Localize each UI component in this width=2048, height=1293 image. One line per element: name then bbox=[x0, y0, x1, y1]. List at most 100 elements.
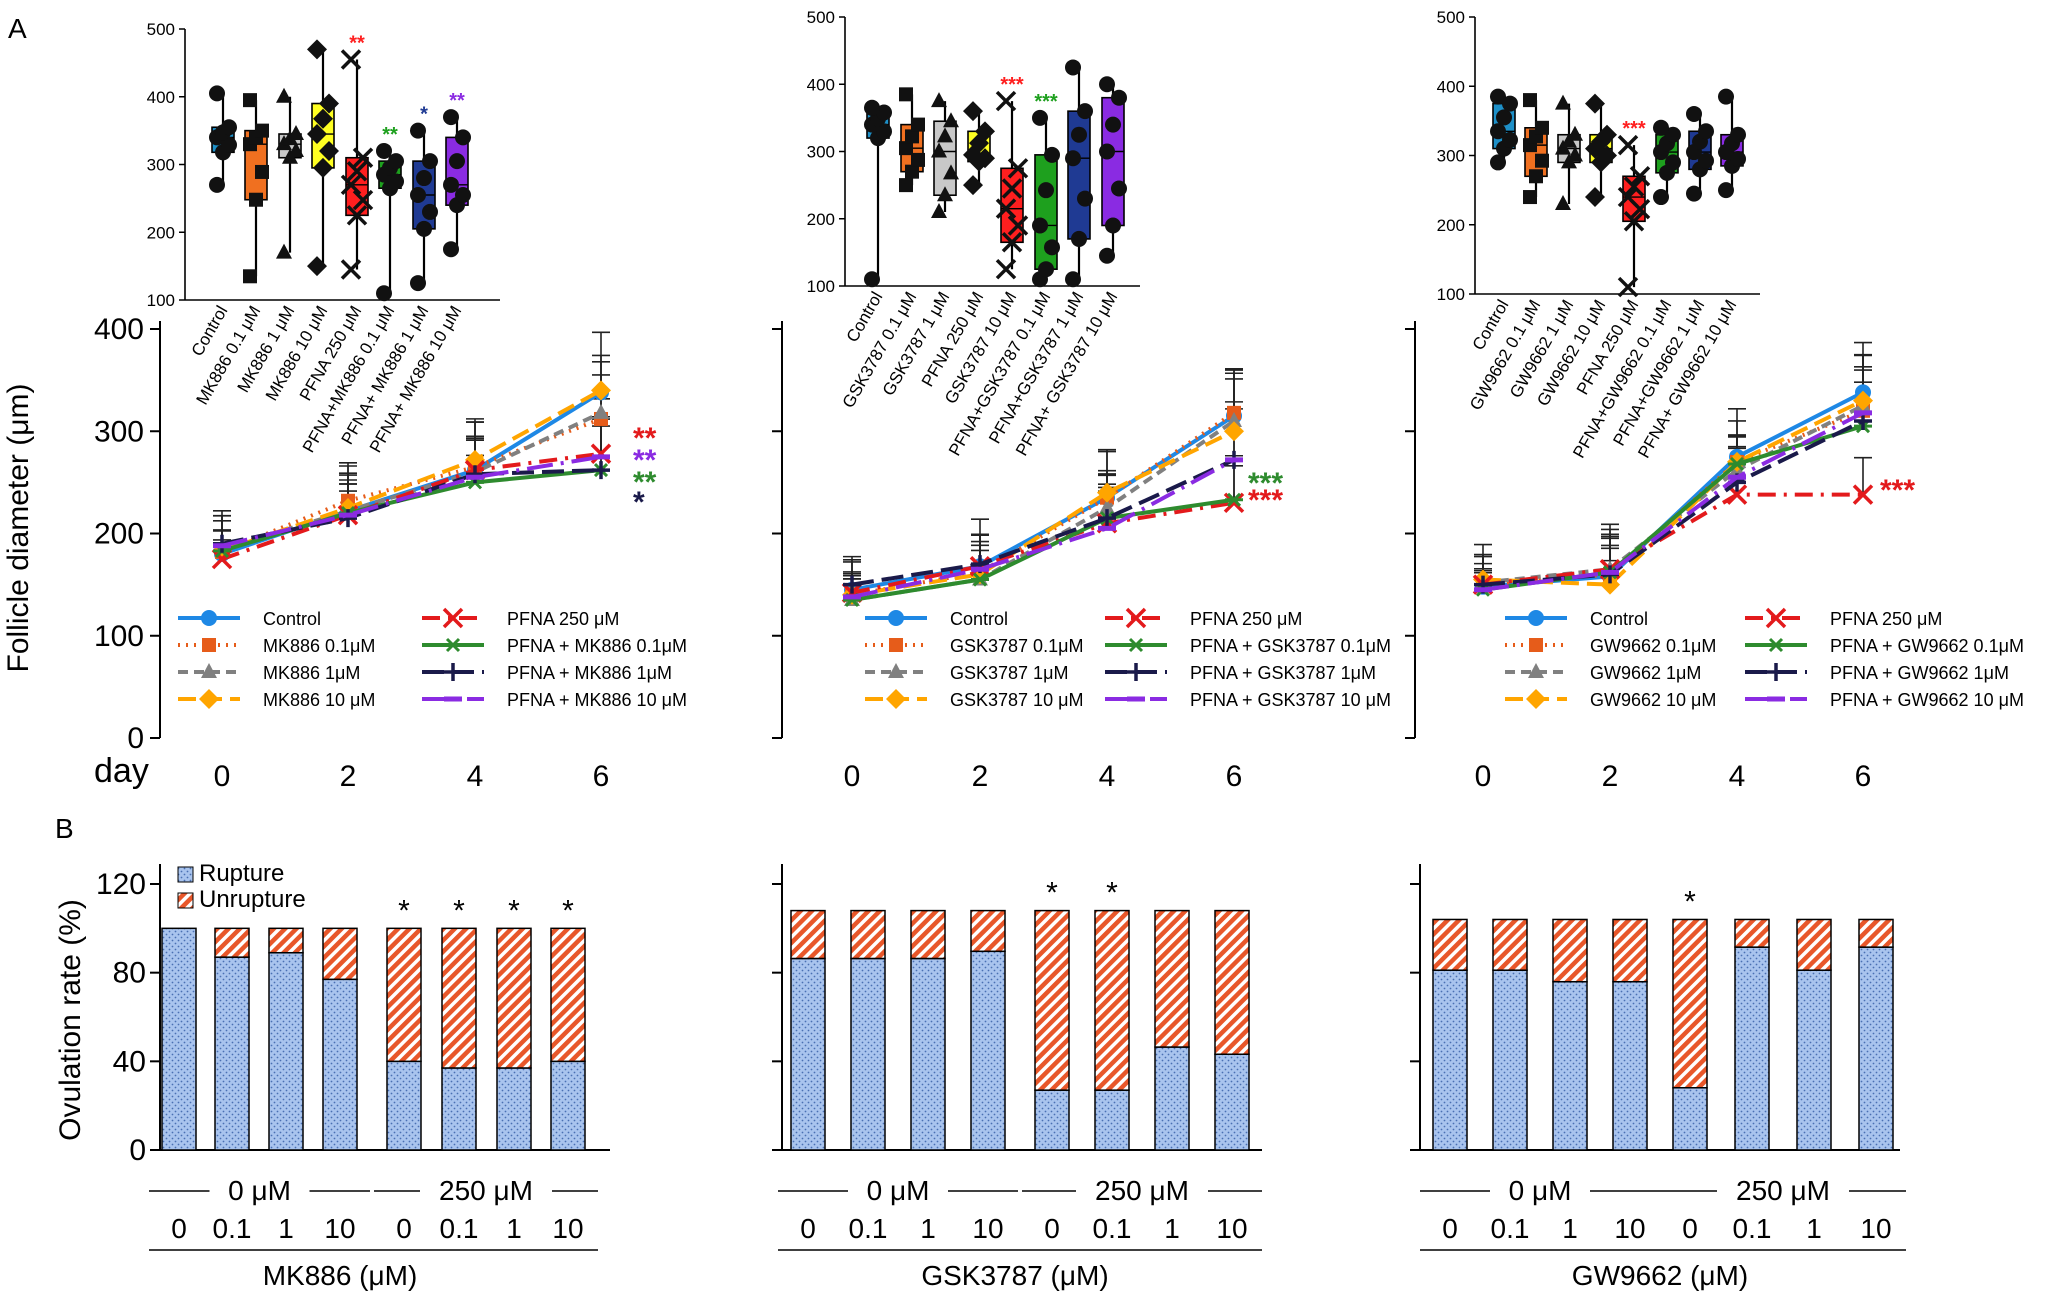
legend-label: GSK3787 10 μM bbox=[950, 690, 1083, 710]
series-line bbox=[851, 414, 1236, 592]
legend-label: PFNA 250 μM bbox=[1830, 609, 1942, 629]
bar-dose-label: 1 bbox=[506, 1213, 522, 1244]
significance-mark: ** bbox=[633, 466, 657, 499]
bar-dose-label: 10 bbox=[324, 1213, 355, 1244]
bar-dose-label: 0.1 bbox=[213, 1213, 252, 1244]
box-point bbox=[209, 85, 225, 102]
bar-rupture bbox=[910, 957, 946, 1151]
box-point bbox=[1535, 153, 1549, 168]
box-point bbox=[1077, 103, 1093, 120]
bar-dose-label: 10 bbox=[1614, 1213, 1645, 1244]
box-point bbox=[1665, 126, 1681, 143]
bar-rupture bbox=[161, 927, 197, 1151]
bar-rupture bbox=[214, 956, 250, 1151]
box-y-tick-label: 300 bbox=[807, 143, 835, 162]
series-point bbox=[1853, 390, 1873, 411]
box-y-tick-label: 500 bbox=[147, 20, 175, 39]
box-point bbox=[388, 153, 404, 170]
box-point bbox=[449, 153, 465, 170]
bar-rupture bbox=[790, 957, 826, 1151]
box-point bbox=[1071, 126, 1087, 143]
bar-unrupture bbox=[214, 927, 250, 958]
panel-label-a: A bbox=[8, 13, 27, 44]
box-point bbox=[410, 275, 426, 292]
box-point bbox=[376, 142, 392, 159]
legend-marker bbox=[1125, 607, 1147, 629]
bar-unrupture bbox=[1672, 918, 1708, 1089]
bar-rupture bbox=[322, 978, 358, 1151]
day-label: day bbox=[94, 752, 149, 790]
significance-mark: ** bbox=[633, 444, 657, 477]
line-x-tick-label: 4 bbox=[1729, 760, 1746, 793]
bar-rupture bbox=[1432, 969, 1468, 1151]
group-label-0: 0 μM bbox=[1509, 1175, 1572, 1206]
bar-dose-label: 10 bbox=[1860, 1213, 1891, 1244]
significance-mark: *** bbox=[1622, 118, 1646, 140]
legend-label: PFNA + GW9662 0.1μM bbox=[1830, 636, 2024, 656]
legend-label: PFNA 250 μM bbox=[1190, 609, 1302, 629]
legend-label: PFNA + GW9662 10 μM bbox=[1830, 690, 2024, 710]
bar-unrupture bbox=[1154, 909, 1190, 1048]
box-y-tick-label: 100 bbox=[1437, 285, 1465, 304]
box-point bbox=[455, 129, 471, 146]
bar-unrupture bbox=[1552, 918, 1588, 983]
bar-dose-label: 1 bbox=[1562, 1213, 1578, 1244]
bar-y-tick-label: 120 bbox=[96, 868, 146, 901]
bar-unrupture bbox=[1796, 918, 1832, 971]
line-x-tick-label: 4 bbox=[1099, 760, 1116, 793]
bar-rupture bbox=[1154, 1046, 1190, 1151]
bar-unrupture bbox=[1492, 918, 1528, 971]
bar-unrupture bbox=[970, 909, 1006, 953]
box-point bbox=[905, 164, 919, 179]
legend-label: PFNA 250 μM bbox=[507, 609, 619, 629]
box-point bbox=[1623, 176, 1645, 197]
box-point bbox=[221, 136, 237, 153]
box-point bbox=[1653, 189, 1669, 206]
significance-mark: ** bbox=[633, 422, 657, 455]
legend-label: PFNA + MK886 0.1μM bbox=[507, 636, 687, 656]
box-point bbox=[1698, 152, 1714, 169]
bar-dose-label: 10 bbox=[552, 1213, 583, 1244]
bar-dose-label: 1 bbox=[920, 1213, 936, 1244]
box-point bbox=[995, 258, 1017, 280]
legend-marker bbox=[1765, 607, 1787, 629]
box-point bbox=[376, 285, 392, 302]
box-point bbox=[1490, 88, 1506, 105]
legend-label: Control bbox=[263, 609, 321, 629]
series-line bbox=[1482, 408, 1864, 587]
group-label-0: 0 μM bbox=[867, 1175, 930, 1206]
legend-label: PFNA + GSK3787 1μM bbox=[1190, 663, 1376, 683]
compound-label: GSK3787 (μM) bbox=[921, 1260, 1108, 1291]
box-point bbox=[443, 109, 459, 126]
legend-label: PFNA + MK886 10 μM bbox=[507, 690, 687, 710]
box-point bbox=[864, 271, 880, 288]
box-point bbox=[1502, 131, 1518, 148]
box-point bbox=[1496, 109, 1512, 126]
bar-rupture bbox=[1612, 980, 1648, 1151]
significance-mark: * bbox=[453, 894, 465, 927]
significance-mark: ** bbox=[382, 124, 398, 146]
legend-label: PFNA + GW9662 1μM bbox=[1830, 663, 2009, 683]
series-point bbox=[843, 575, 861, 594]
box-point bbox=[1077, 190, 1093, 207]
series-point bbox=[1728, 456, 1746, 472]
box-point bbox=[1529, 169, 1543, 184]
significance-mark: * bbox=[1684, 885, 1696, 918]
box-point bbox=[276, 87, 292, 103]
box-point bbox=[1105, 217, 1121, 234]
series-line bbox=[1482, 492, 1863, 587]
series-point bbox=[593, 403, 609, 419]
series-point bbox=[1600, 574, 1620, 595]
box-y-tick-label: 400 bbox=[807, 75, 835, 94]
group-label-bg bbox=[209, 1175, 310, 1205]
box-point bbox=[1111, 180, 1127, 197]
bar-unrupture bbox=[268, 927, 304, 954]
legend-label: MK886 10 μM bbox=[263, 690, 375, 710]
legend-marker bbox=[1127, 637, 1145, 653]
significance-mark: *** bbox=[1000, 74, 1024, 96]
line-y-tick-label: 100 bbox=[94, 620, 144, 653]
legend-rupture-swatch bbox=[177, 866, 194, 883]
legend-marker bbox=[444, 663, 462, 681]
series-line bbox=[851, 458, 1235, 599]
box-point bbox=[1490, 154, 1506, 171]
